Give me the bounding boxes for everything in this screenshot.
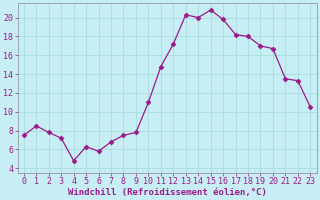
- X-axis label: Windchill (Refroidissement éolien,°C): Windchill (Refroidissement éolien,°C): [68, 188, 267, 197]
